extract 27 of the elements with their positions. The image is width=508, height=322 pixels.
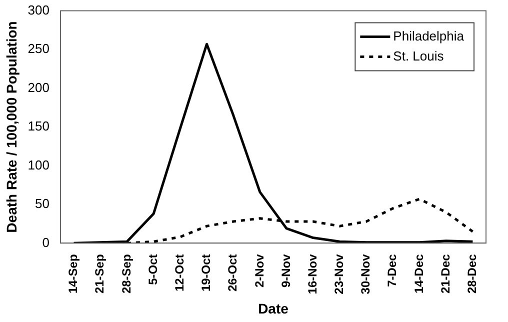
y-tick-label: 250 — [28, 41, 50, 56]
x-tick-label: 23-Nov — [332, 254, 346, 294]
y-tick-label: 200 — [28, 80, 50, 95]
x-tick-label: 28-Dec — [465, 254, 480, 294]
y-tick-label: 300 — [28, 2, 50, 18]
x-tick-label: 26-Oct — [226, 254, 240, 292]
x-tick-label: 16-Nov — [305, 254, 320, 294]
x-tick-label: 21-Sep — [92, 254, 107, 294]
x-tick-label: 21-Dec — [438, 254, 452, 294]
x-tick-label: 2-Nov — [252, 254, 266, 288]
y-tick-label: 150 — [28, 118, 50, 134]
x-tick-label: 30-Nov — [358, 254, 373, 294]
x-tick-label: 19-Oct — [199, 254, 214, 292]
x-tick-label: 14-Dec — [412, 254, 426, 294]
legend-label: St. Louis — [393, 48, 444, 64]
y-tick-label: 100 — [28, 157, 50, 172]
x-tick-label: 9-Nov — [278, 254, 293, 288]
x-tick-label: 7-Dec — [385, 254, 400, 287]
x-axis-title: Date — [258, 300, 289, 316]
x-tick-label: 28-Sep — [119, 254, 134, 294]
x-tick-label: 14-Sep — [66, 254, 80, 294]
x-tick-label: 5-Oct — [146, 254, 160, 285]
legend-label: Philadelphia — [393, 28, 465, 44]
y-tick-label: 50 — [35, 196, 50, 212]
y-axis-title: Death Rate / 100,000 Population — [3, 21, 20, 233]
x-tick-label: 12-Oct — [172, 254, 186, 292]
y-tick-label: 0 — [42, 234, 50, 250]
